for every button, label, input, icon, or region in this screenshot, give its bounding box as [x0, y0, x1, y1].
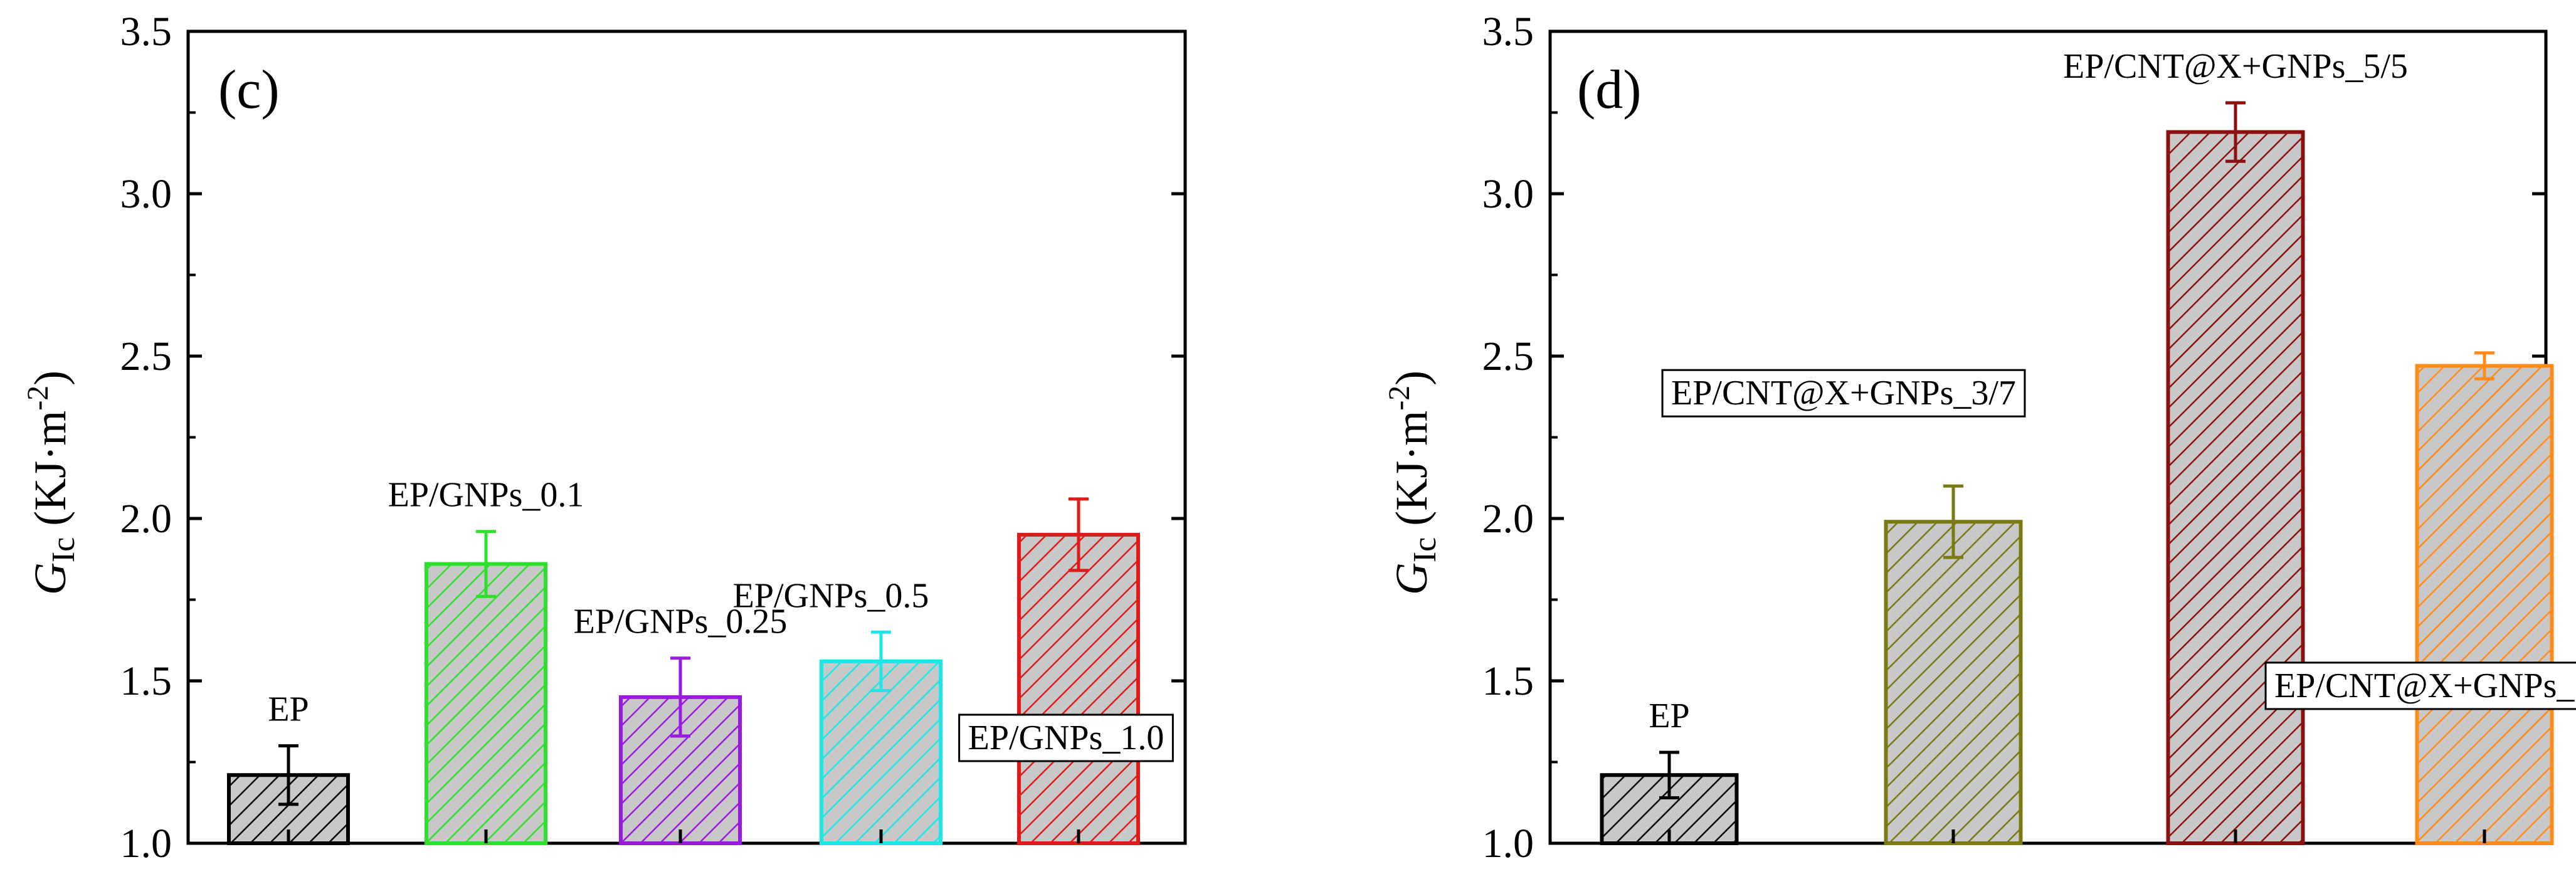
y-axis-label-sub: Ic — [46, 537, 82, 562]
y-tick-label: 2.5 — [120, 334, 172, 379]
bar-label: EP/GNPs_0.25 — [574, 602, 788, 641]
panel-label: (c) — [218, 60, 280, 120]
bar-label: EP — [1649, 697, 1689, 735]
y-axis-label-exp: -2 — [1383, 386, 1416, 411]
y-tick-label: 1.0 — [1482, 821, 1534, 866]
bar-label-box — [2264, 661, 2576, 710]
bar-label-box — [1661, 369, 2026, 418]
bar-label: EP/GNPs_0.1 — [388, 476, 584, 515]
y-axis-label: GIc (KJ·m-2) — [21, 371, 82, 595]
bar-label: EP/GNPs_1.0 — [968, 718, 1164, 757]
bar-label: EP — [268, 690, 309, 729]
bar — [425, 562, 547, 846]
y-axis-label-exp: -2 — [21, 386, 55, 411]
y-tick-label: 2.0 — [1482, 496, 1534, 542]
bar — [1884, 520, 2023, 845]
bar-label: EP/CNT@X+GNPs_3/7 — [1671, 374, 2016, 413]
bar-label: EP/CNT@X+GNPs_7/3 — [2274, 666, 2576, 705]
y-axis-label-main: G — [25, 562, 75, 595]
y-tick-label: 3.0 — [1482, 171, 1534, 217]
bar — [2415, 364, 2554, 845]
plot-frame — [1548, 29, 2548, 845]
y-axis-label-sub: Ic — [1407, 537, 1443, 562]
y-tick-label: 3.5 — [120, 9, 172, 55]
y-tick-label: 1.5 — [1482, 658, 1534, 704]
y-tick-label: 1.0 — [120, 821, 172, 866]
y-tick-label: 2.0 — [120, 496, 172, 542]
chart-panel-c: (c) GIc (KJ·m-2) 1.0 1.5 2.0 2.5 3.0 3.5 EP EP/… — [21, 9, 1187, 866]
bar — [1017, 532, 1140, 846]
bar-label: EP/GNPs_0.5 — [733, 576, 929, 615]
y-tick-label: 1.5 — [120, 658, 172, 704]
chart-panel-d: (d) GIc (KJ·m-2) 1.0 1.5 2.0 2.5 3.0 3.5 EP EP/… — [1383, 9, 2576, 866]
y-axis-label-unit: (KJ·m — [25, 411, 75, 537]
panel-label: (d) — [1577, 60, 1642, 120]
y-tick-label: 3.0 — [120, 171, 172, 217]
bar — [2166, 130, 2305, 846]
y-axis-label-unit: (KJ·m — [1386, 411, 1437, 537]
y-axis-label: GIc (KJ·m-2) — [1383, 371, 1443, 595]
bar-label-box — [958, 713, 1174, 762]
y-axis-label-close: ) — [25, 371, 75, 386]
y-axis-label-close: ) — [1386, 371, 1437, 386]
y-tick-label: 2.5 — [1482, 334, 1534, 379]
y-axis-label-main: G — [1386, 562, 1437, 595]
y-tick-label: 3.5 — [1482, 9, 1534, 55]
bar-label: EP/CNT@X+GNPs_5/5 — [2063, 47, 2408, 86]
